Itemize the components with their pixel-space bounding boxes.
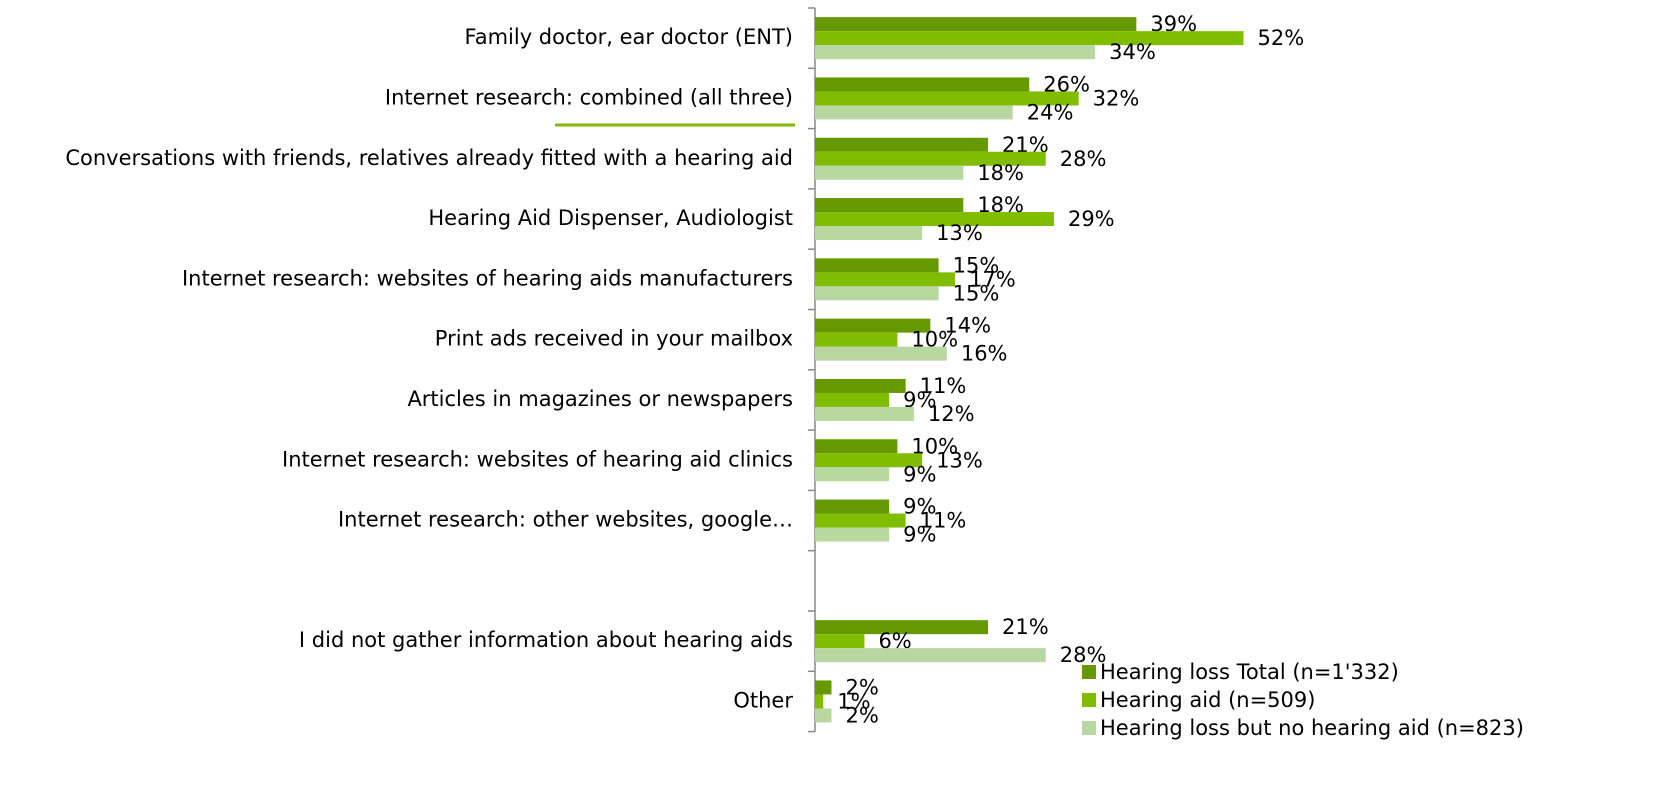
category-label: Conversations with friends, relatives al… xyxy=(65,146,793,170)
legend-swatch xyxy=(1082,693,1096,707)
bar xyxy=(815,680,832,695)
value-label: 24% xyxy=(1027,100,1074,124)
value-label: 28% xyxy=(1060,643,1107,667)
value-label: 16% xyxy=(961,342,1008,366)
bar xyxy=(815,198,964,213)
bar xyxy=(815,346,947,361)
category-label: Internet research: other websites, googl… xyxy=(338,508,793,532)
bar xyxy=(815,45,1096,60)
value-label: 1% xyxy=(837,689,870,713)
legend-label: Hearing loss but no hearing aid (n=823) xyxy=(1100,716,1524,740)
bar xyxy=(815,620,989,635)
bar xyxy=(815,272,956,287)
bar xyxy=(815,513,906,528)
bar xyxy=(815,648,1046,663)
value-label: 11% xyxy=(920,374,967,398)
category-label: Internet research: websites of hearing a… xyxy=(182,266,793,290)
value-label: 2% xyxy=(845,675,878,699)
legend-swatch xyxy=(1082,665,1096,679)
value-label: 13% xyxy=(936,448,983,472)
value-label: 28% xyxy=(1060,147,1107,171)
bar xyxy=(815,332,898,347)
legend-label: Hearing aid (n=509) xyxy=(1100,688,1315,712)
bar xyxy=(815,286,939,301)
legend-swatch xyxy=(1082,721,1096,735)
category-label: Internet research: websites of hearing a… xyxy=(282,447,793,471)
value-label: 13% xyxy=(936,221,983,245)
value-label: 29% xyxy=(1068,207,1115,231)
value-label: 17% xyxy=(969,267,1016,291)
value-label: 52% xyxy=(1257,26,1304,50)
category-label: Hearing Aid Dispenser, Audiologist xyxy=(428,206,793,230)
value-label: 34% xyxy=(1109,40,1156,64)
bar xyxy=(815,439,898,454)
value-label: 32% xyxy=(1093,86,1140,110)
category-label: Family doctor, ear doctor (ENT) xyxy=(465,25,793,49)
bar xyxy=(815,467,890,482)
bar xyxy=(815,694,824,709)
category-label: Articles in magazines or newspapers xyxy=(407,387,793,411)
bar xyxy=(815,318,931,333)
category-label: Print ads received in your mailbox xyxy=(435,327,793,351)
bar xyxy=(815,708,832,723)
value-label: 9% xyxy=(903,523,936,547)
bar xyxy=(815,226,923,241)
value-label: 9% xyxy=(903,462,936,486)
category-label: Other xyxy=(733,688,793,712)
category-label: Internet research: combined (all three) xyxy=(385,85,793,109)
value-label: 9% xyxy=(903,495,936,519)
legend-label: Hearing loss Total (n=1'332) xyxy=(1100,660,1399,684)
bar xyxy=(815,91,1079,106)
value-label: 11% xyxy=(920,509,967,533)
value-label: 2% xyxy=(845,703,878,727)
category-label: I did not gather information about heari… xyxy=(299,628,793,652)
bar xyxy=(815,634,865,649)
bar xyxy=(815,31,1244,46)
value-label: 12% xyxy=(928,402,975,426)
bar xyxy=(815,453,923,468)
bar xyxy=(815,392,890,407)
value-label: 15% xyxy=(953,253,1000,277)
value-label: 15% xyxy=(953,281,1000,305)
bar xyxy=(815,137,989,152)
bar xyxy=(815,258,939,273)
value-label: 21% xyxy=(1002,615,1049,639)
bar xyxy=(815,406,914,421)
bar xyxy=(815,105,1013,120)
value-label: 14% xyxy=(944,314,991,338)
bar xyxy=(815,527,890,542)
bar xyxy=(815,499,890,514)
bar xyxy=(815,151,1046,166)
bar xyxy=(815,77,1030,92)
bar xyxy=(815,17,1137,32)
bar xyxy=(815,212,1054,227)
bar xyxy=(815,165,964,180)
bar xyxy=(815,378,906,393)
value-label: 18% xyxy=(977,161,1024,185)
